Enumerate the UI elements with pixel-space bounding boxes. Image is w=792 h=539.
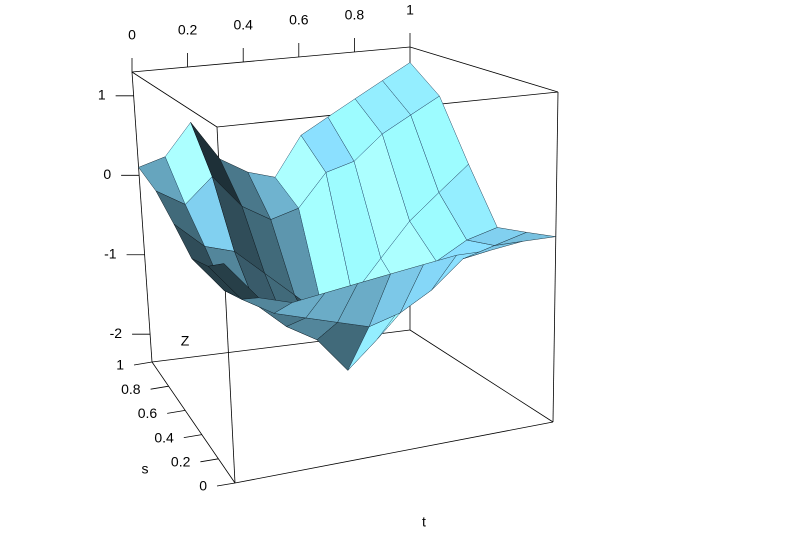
axes: 0 0.2 0.4 0.6 0.8 1 -2 -1 0 1 0 0.2 0.4 0.6 0.8 1 <box>98 2 414 494</box>
box-edge <box>131 71 153 363</box>
z-axis-label: Z <box>181 333 190 349</box>
z-tick-label: -2 <box>110 325 123 341</box>
box-edge <box>409 329 554 423</box>
box-edge <box>131 71 218 128</box>
box-edge <box>131 46 411 73</box>
y-tick <box>133 361 153 366</box>
box-edge <box>151 361 236 484</box>
surface-cell <box>494 232 556 246</box>
y-axis-label: s <box>142 461 149 477</box>
y-tick <box>200 458 219 463</box>
y-tick-label: 0.2 <box>171 454 191 470</box>
x-tick-label: 0.4 <box>233 17 253 33</box>
y-tick <box>167 410 186 414</box>
y-tick <box>183 434 202 438</box>
z-tick-label: 0 <box>103 166 111 182</box>
x-tick-label: 0.8 <box>345 7 365 23</box>
x-axis-label: t <box>422 514 426 530</box>
z-tick-label: 1 <box>98 87 106 103</box>
box-edge <box>552 91 559 423</box>
x-tick-label: 0.2 <box>178 22 198 38</box>
box-edge <box>234 421 554 484</box>
z-tick-label: -1 <box>104 245 117 261</box>
y-tick-label: 0.4 <box>154 429 174 445</box>
x-tick-label: 0 <box>128 27 136 43</box>
x-tick-label: 1 <box>406 2 414 18</box>
y-tick-label: 0.8 <box>121 381 141 397</box>
y-tick-label: 0 <box>199 478 207 494</box>
surface <box>138 62 556 371</box>
y-tick-label: 0.6 <box>138 405 158 421</box>
box-edge <box>409 46 559 93</box>
y-tick <box>216 482 236 487</box>
x-tick-label: 0.6 <box>289 12 309 28</box>
y-tick <box>150 385 169 390</box>
y-tick-label: 1 <box>116 357 124 373</box>
